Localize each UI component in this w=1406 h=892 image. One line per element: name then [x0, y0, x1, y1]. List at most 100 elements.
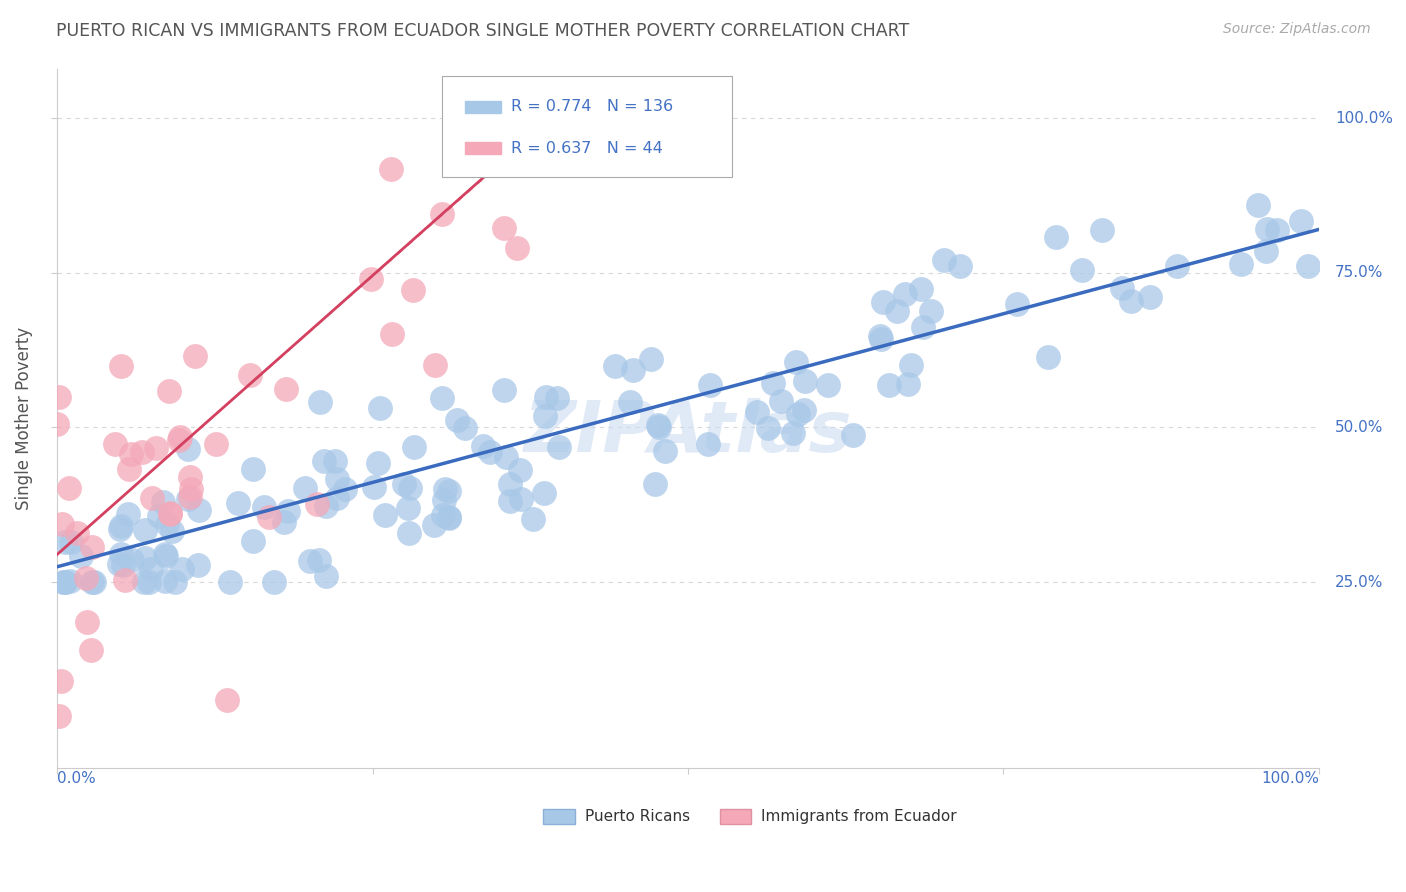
Point — [121, 553, 143, 567]
Point — [159, 508, 181, 522]
Point — [53, 575, 76, 590]
Point — [160, 524, 183, 538]
Point — [872, 294, 894, 309]
Point — [153, 547, 176, 561]
Point — [911, 320, 934, 334]
Point — [83, 575, 105, 590]
Point — [394, 476, 416, 491]
Point — [368, 401, 391, 415]
Point — [404, 440, 426, 454]
Point — [920, 304, 942, 318]
Point — [399, 481, 422, 495]
Point — [179, 490, 201, 504]
Point — [494, 384, 516, 398]
Point — [76, 615, 98, 629]
Point — [239, 368, 262, 383]
Point — [644, 477, 666, 491]
FancyBboxPatch shape — [465, 142, 501, 154]
Point — [183, 349, 205, 363]
Point — [534, 390, 557, 404]
Point — [910, 282, 932, 296]
Point — [1254, 244, 1277, 259]
Point — [934, 253, 956, 268]
Point — [219, 575, 242, 590]
Text: 0.0%: 0.0% — [58, 772, 96, 787]
Point — [621, 362, 644, 376]
Point — [259, 509, 281, 524]
Point — [430, 391, 453, 405]
Point — [495, 450, 517, 464]
Point — [75, 571, 97, 585]
Point — [110, 519, 132, 533]
Point — [509, 491, 531, 506]
Point — [869, 328, 891, 343]
Point — [499, 494, 522, 508]
Point — [157, 384, 180, 399]
Point — [170, 562, 193, 576]
Point — [769, 394, 792, 409]
Point — [179, 470, 201, 484]
Text: 100.0%: 100.0% — [1336, 111, 1393, 126]
Point — [156, 516, 179, 531]
Point — [793, 403, 815, 417]
Point — [120, 447, 142, 461]
Point — [619, 395, 641, 409]
Point — [886, 303, 908, 318]
Point — [134, 551, 156, 566]
Point — [176, 491, 198, 506]
Point — [141, 562, 163, 576]
Point — [53, 535, 76, 549]
Point — [509, 463, 531, 477]
Point — [477, 144, 499, 158]
Point — [155, 549, 177, 563]
Text: PUERTO RICAN VS IMMIGRANTS FROM ECUADOR SINGLE MOTHER POVERTY CORRELATION CHART: PUERTO RICAN VS IMMIGRANTS FROM ECUADOR … — [56, 22, 910, 40]
Point — [51, 674, 73, 689]
Point — [499, 476, 522, 491]
Point — [204, 436, 226, 450]
Point — [315, 569, 337, 583]
FancyBboxPatch shape — [543, 809, 575, 824]
Point — [786, 407, 808, 421]
Point — [402, 283, 425, 297]
Point — [145, 441, 167, 455]
Point — [603, 359, 626, 374]
Point — [53, 575, 76, 590]
Point — [226, 496, 249, 510]
Point — [472, 439, 495, 453]
Y-axis label: Single Mother Poverty: Single Mother Poverty — [15, 326, 32, 509]
Text: ZIPAtlas: ZIPAtlas — [524, 398, 852, 467]
Point — [80, 575, 103, 590]
Point — [242, 461, 264, 475]
Point — [761, 376, 783, 390]
Point — [51, 517, 73, 532]
Point — [153, 574, 176, 588]
Text: Source: ZipAtlas.com: Source: ZipAtlas.com — [1223, 22, 1371, 37]
Point — [423, 517, 446, 532]
Point — [112, 558, 135, 573]
Text: Immigrants from Ecuador: Immigrants from Ecuador — [762, 809, 957, 824]
Point — [699, 377, 721, 392]
Point — [188, 503, 211, 517]
Point — [398, 525, 420, 540]
Point — [305, 497, 328, 511]
Point — [423, 359, 446, 373]
Point — [654, 443, 676, 458]
Point — [309, 394, 332, 409]
Point — [180, 482, 202, 496]
Point — [439, 511, 461, 525]
Point — [576, 83, 599, 97]
Point — [360, 272, 382, 286]
Point — [169, 430, 191, 444]
Text: 25.0%: 25.0% — [1336, 574, 1384, 590]
Point — [138, 575, 160, 590]
Point — [66, 526, 89, 541]
Point — [1166, 259, 1188, 273]
Point — [242, 534, 264, 549]
Point — [167, 433, 190, 447]
Point — [432, 508, 454, 522]
Point — [648, 420, 671, 434]
Point — [141, 491, 163, 506]
Point — [117, 507, 139, 521]
Text: Puerto Ricans: Puerto Ricans — [585, 809, 690, 824]
Point — [363, 480, 385, 494]
